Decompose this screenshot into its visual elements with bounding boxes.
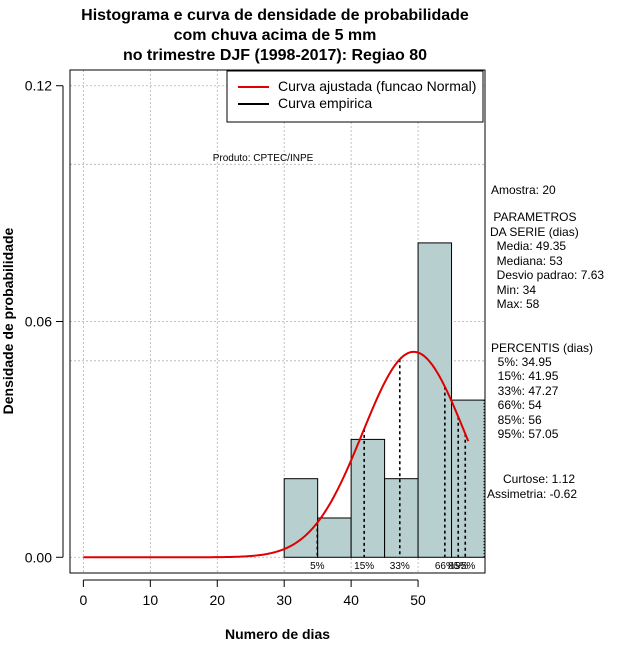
percentile-label: 5%: [310, 561, 325, 572]
histogram-bar: [350, 438, 386, 558]
chart-title-line-3: no trimestre DJF (1998-2017): Regiao 80: [122, 47, 428, 64]
histogram-bar: [283, 478, 319, 558]
chart-title-line-1: Histograma e curva de densidade de proba…: [81, 7, 469, 24]
sample-size: Amostra: 20: [491, 183, 556, 197]
percentil-95: 95%: 57.05: [491, 427, 559, 441]
percentil-33: 33%: 47.27: [491, 384, 559, 398]
curtose: Curtose: 1.12: [503, 472, 576, 486]
y-tick-label: 0.06: [25, 314, 52, 330]
x-axis-title: Numero de dias: [224, 626, 331, 642]
percentile-label: 95%: [455, 561, 475, 572]
x-tick-label: 30: [276, 592, 292, 608]
percentil-5: 5%: 34.95: [491, 355, 552, 369]
percentis-header: PERCENTIS (dias): [491, 341, 594, 355]
histogram-bar: [384, 478, 419, 558]
param-mediana: Mediana: 53: [490, 254, 563, 268]
percentile-label: 33%: [390, 561, 410, 572]
chart-title-line-2: com chuva acima de 5 mm: [173, 27, 377, 44]
percentile-label: 66%: [435, 561, 455, 572]
product-annotation: Produto: CPTEC/INPE: [213, 153, 314, 164]
percentil-85: 85%: 56: [491, 413, 542, 427]
x-tick-label: 50: [410, 592, 426, 608]
legend-label-empirical: Curva empirica: [278, 95, 372, 111]
normal-curve: [83, 350, 470, 559]
assimetria: Assimetria: -0.62: [487, 487, 578, 501]
plot-frame: [69, 69, 486, 574]
y-tick-label: 0.00: [25, 549, 52, 565]
param-max: Max: 58: [490, 297, 540, 311]
x-tick-label: 0: [79, 592, 87, 608]
percentil-66: 66%: 54: [491, 398, 542, 412]
percentil-15: 15%: 41.95: [491, 369, 559, 383]
y-tick-label: 0.12: [25, 78, 52, 94]
histogram-bar: [417, 242, 453, 558]
params-header: PARAMETROS: [490, 210, 577, 224]
y-axis-title: Densidade de probabilidade: [0, 227, 16, 415]
histogram-bar: [317, 517, 352, 558]
x-tick-label: 40: [343, 592, 359, 608]
param-min: Min: 34: [490, 283, 537, 297]
histogram-bar: [451, 399, 486, 558]
param-desvio: Desvio padrao: 7.63: [490, 268, 605, 282]
param-media: Media: 49.35: [490, 239, 567, 253]
percentile-label: 15%: [354, 561, 374, 572]
x-tick-label: 20: [209, 592, 225, 608]
legend-label-normal: Curva ajustada (funcao Normal): [278, 78, 476, 94]
x-tick-label: 10: [143, 592, 159, 608]
percentile-label: 85%: [448, 561, 468, 572]
params-subheader: DA SERIE (dias): [490, 225, 579, 239]
chart-legend: Curva ajustada (funcao Normal) Curva emp…: [226, 70, 484, 123]
